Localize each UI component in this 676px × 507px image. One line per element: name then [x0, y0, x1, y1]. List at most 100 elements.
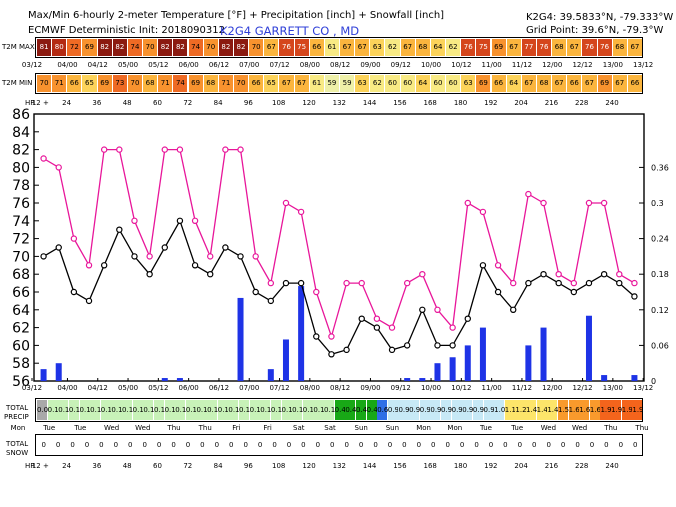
t2m-min-cell: 69: [597, 75, 612, 92]
min-temp-point: [191, 262, 199, 269]
min-temp-point: [585, 279, 593, 287]
x-date-tick-label: 03/12: [22, 384, 42, 392]
precip-bar: [585, 315, 592, 381]
total-precip-cell: 0.4: [345, 400, 356, 420]
y-left-tick-label: 84: [12, 125, 30, 141]
total-snow-cell: 0: [517, 441, 523, 449]
total-precip-cell: 0.9: [483, 400, 495, 420]
total-precip-row: 0.0 0.1 0.1 0.1 0.1 0.1 0.1 0.1 0.1 0.1 0.1 0.1 0.1 0…: [35, 398, 644, 422]
total-snow-cell: 0: [185, 441, 191, 449]
top-date-tick: 09/12: [390, 61, 411, 69]
max-temp-point: [131, 217, 138, 224]
precip-bar: [267, 369, 274, 381]
total-precip-cell: 1.6: [568, 400, 580, 420]
precip-bar: [282, 339, 289, 381]
precip-bar: [449, 357, 456, 381]
min-temp-point: [403, 342, 411, 349]
min-temp-point: [494, 288, 502, 296]
hr-tick: 120: [302, 462, 316, 470]
total-snow-cell: 0: [301, 441, 306, 449]
total-snow-cell: 0: [156, 441, 162, 449]
t2m-min-cell: 74: [173, 75, 188, 92]
t2m-min-cell: 61: [309, 75, 324, 92]
min-temp-point: [373, 324, 381, 331]
hr-tick: 144: [362, 462, 377, 470]
max-temp-point: [570, 279, 578, 287]
total-precip-cell: 0.1: [270, 400, 282, 420]
hr-tick: 72: [183, 99, 193, 107]
total-precip-cell: 0.1: [228, 400, 240, 420]
total-precip-cell: 0.1: [90, 400, 101, 420]
day-label: Sun: [354, 424, 368, 432]
y-right-tick-label: 0.06: [651, 341, 669, 350]
day-label: Tue: [74, 424, 87, 432]
max-temp-point: [191, 217, 199, 224]
x-date-tick-label: 13/00: [603, 384, 623, 392]
max-temp-point: [616, 271, 623, 278]
total-precip-cell: 0.1: [153, 400, 165, 420]
precip-bar: [40, 369, 47, 381]
x-date-tick-label: 12/00: [542, 384, 562, 392]
hr-label-top: HR: [25, 99, 36, 107]
min-temp-point: [540, 271, 547, 278]
max-temp-point: [282, 199, 290, 207]
min-temp-point: [70, 288, 78, 296]
top-date-tick: 13/12: [633, 61, 654, 69]
max-temp-point: [313, 288, 320, 296]
total-precip-cell: 0.1: [281, 400, 293, 420]
grid-point: Grid Point: 39.6°N, -79.3°W: [526, 25, 664, 36]
hr-tick: 108: [272, 99, 286, 107]
top-date-tick: 05/00: [117, 61, 139, 69]
hr-tick: 192: [484, 99, 498, 107]
x-date-tick-label: 06/12: [209, 384, 229, 392]
t2m-max-cell: 68: [612, 39, 627, 56]
min-temp-point: [419, 306, 426, 313]
hr-tick: 180: [453, 99, 468, 107]
hr-tick: 60: [153, 462, 162, 470]
t2m-max-cell: 69: [82, 39, 97, 56]
total-snow-cell: 0: [286, 441, 292, 449]
t2m-min-cell: 59: [324, 75, 339, 92]
total-precip-cell: 0.9: [441, 400, 452, 420]
total-precip-cell: 0.9: [451, 400, 463, 420]
total-precip-cell: 0.9: [462, 400, 473, 420]
total-precip-cell: 0.1: [175, 400, 186, 420]
t2m-max-cell: 72: [67, 39, 82, 56]
total-snow-cell: 0: [142, 441, 147, 449]
t2m-min-cell: 69: [97, 75, 112, 92]
hr-tick: 132: [332, 99, 346, 107]
t2m-max-cell: 76: [536, 39, 552, 56]
y-left-tick-label: 58: [12, 356, 30, 372]
y-left-tick-label: 62: [12, 321, 30, 337]
total-snow-cell: 0: [243, 441, 248, 449]
total-precip-cell: 1.4: [547, 400, 558, 420]
max-temp-point: [388, 324, 396, 331]
t2m-min-cell: 70: [127, 75, 143, 92]
x-date-tick-label: 08/12: [330, 384, 350, 392]
min-temp-point: [146, 271, 153, 278]
x-date-tick-label: 12/12: [572, 384, 592, 392]
total-precip-cell: 0.1: [143, 400, 154, 420]
total-snow-cell: 0: [171, 441, 176, 449]
total-precip-cell: 1.9: [632, 400, 644, 420]
day-label: Mon: [10, 424, 26, 432]
total-snow-cell: 0: [200, 441, 205, 449]
min-temp-point: [328, 351, 335, 358]
t2m-min-cell: 67: [279, 75, 294, 92]
hr-tick: 120: [302, 99, 316, 107]
max-temp-point: [297, 208, 305, 216]
x-date-tick-label: 08/00: [300, 384, 320, 392]
precip-bar: [464, 345, 471, 381]
y-left-tick-label: 64: [12, 303, 30, 319]
min-temp-point: [313, 333, 320, 340]
t2m-min-cell: 71: [158, 75, 173, 92]
y-left-tick-label: 82: [12, 143, 30, 159]
t2m-max-cell: 76: [279, 39, 294, 56]
x-date-tick-label: 11/12: [512, 384, 532, 392]
precip-bar: [176, 378, 183, 381]
total-precip-cell: 1.9: [621, 400, 633, 420]
x-date-tick-label: 05/00: [118, 384, 138, 392]
y-right-tick-label: 0.3: [651, 199, 664, 208]
y-right-tick-label: 0: [651, 377, 656, 386]
t2m-max-cell: 68: [552, 39, 567, 56]
